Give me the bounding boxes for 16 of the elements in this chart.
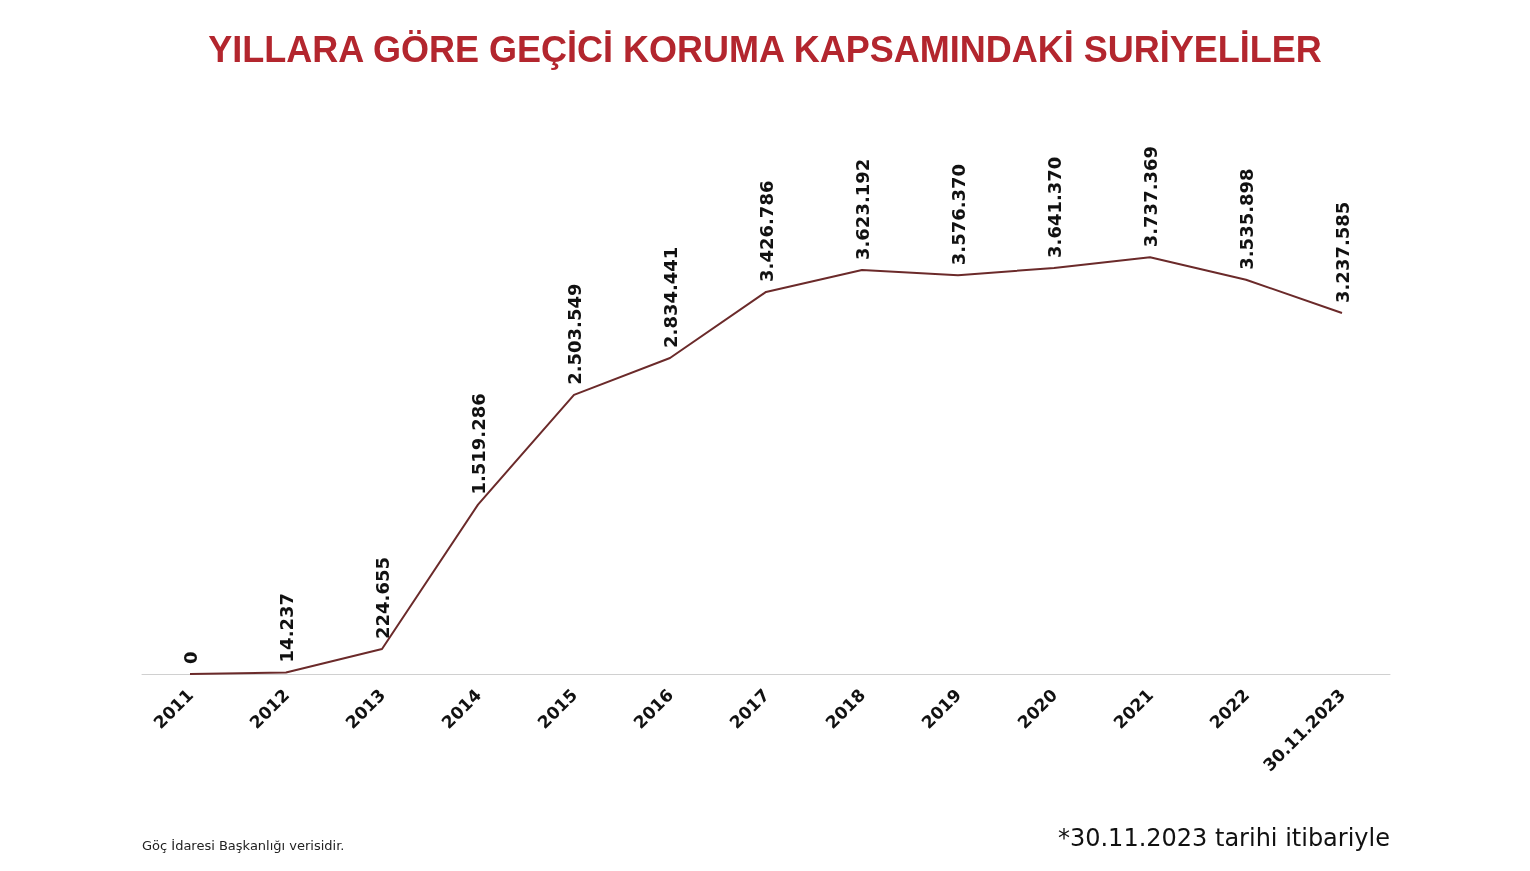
data-label: 0 <box>179 651 201 664</box>
data-label: 1.519.286 <box>467 393 489 495</box>
data-label: 3.641.370 <box>1043 156 1065 258</box>
data-label: 2.503.549 <box>563 283 585 385</box>
data-label: 14.237 <box>275 592 297 663</box>
data-label: 3.535.898 <box>1235 168 1257 270</box>
data-label: 2.834.441 <box>659 246 681 348</box>
text: Göç İdaresi Başkanlığı verisidir. <box>142 838 345 853</box>
data-label: 224.655 <box>371 556 393 639</box>
text: *30.11.2023 tarihi itibariyle <box>1057 824 1390 852</box>
data-label: 3.737.369 <box>1139 145 1161 248</box>
data-label: 3.426.786 <box>755 180 777 282</box>
data-label: 3.623.192 <box>851 158 873 261</box>
data-label: 3.237.585 <box>1331 201 1353 304</box>
data-label: 3.576.370 <box>947 163 969 266</box>
chart-title: YILLARA GÖRE GEÇİCİ KORUMA KAPSAMINDAKİ SURİYELİLER <box>208 28 1322 70</box>
